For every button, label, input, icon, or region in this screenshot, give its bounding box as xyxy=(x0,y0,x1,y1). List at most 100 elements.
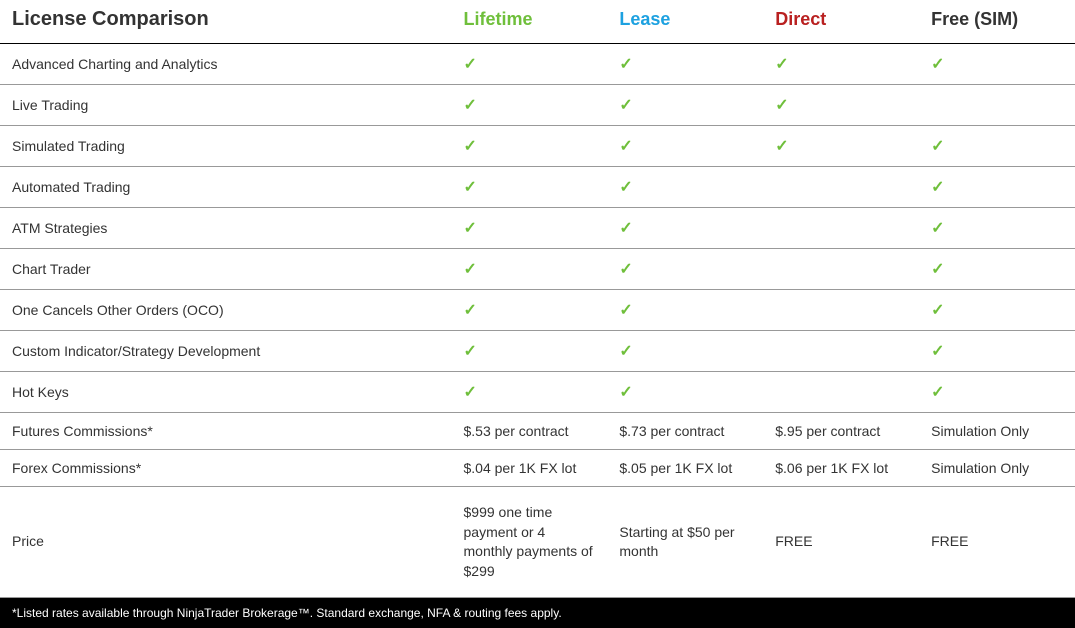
col-header-free: Free (SIM) xyxy=(919,0,1075,44)
table-row: Advanced Charting and Analytics✓✓✓✓ xyxy=(0,44,1075,85)
cell: ✓ xyxy=(919,249,1075,290)
check-icon: ✓ xyxy=(931,384,944,401)
check-icon: ✓ xyxy=(619,261,632,278)
check-icon: ✓ xyxy=(931,302,944,319)
check-icon: ✓ xyxy=(931,343,944,360)
cell: FREE xyxy=(919,487,1075,598)
feature-label: Live Trading xyxy=(0,85,452,126)
table-row: Custom Indicator/Strategy Development ✓ ✓ ✓ xyxy=(0,331,1075,372)
check-icon: ✓ xyxy=(464,220,477,237)
cell: ✓ xyxy=(452,290,608,331)
feature-label: Simulated Trading xyxy=(0,126,452,167)
cell: ✓ xyxy=(452,372,608,413)
cell: ✓ xyxy=(607,372,763,413)
cell: $.04 per 1K FX lot xyxy=(452,450,608,487)
feature-label: One Cancels Other Orders (OCO) xyxy=(0,290,452,331)
check-icon: ✓ xyxy=(619,138,632,155)
cell: ✓ xyxy=(607,331,763,372)
cell: ✓ xyxy=(452,44,608,85)
table-row: One Cancels Other Orders (OCO) ✓ ✓ ✓ xyxy=(0,290,1075,331)
cell: ✓ xyxy=(452,126,608,167)
cell: ✓ xyxy=(452,249,608,290)
cell: $.53 per contract xyxy=(452,413,608,450)
check-icon: ✓ xyxy=(464,343,477,360)
col-header-direct: Direct xyxy=(763,0,919,44)
cell: ✓ xyxy=(763,44,919,85)
check-icon: ✓ xyxy=(775,97,788,114)
table-row: Futures Commissions*$.53 per contract$.7… xyxy=(0,413,1075,450)
cell: ✓ xyxy=(452,85,608,126)
check-icon: ✓ xyxy=(931,179,944,196)
cell: ✓ xyxy=(763,126,919,167)
feature-label: Futures Commissions* xyxy=(0,413,452,450)
check-icon: ✓ xyxy=(931,138,944,155)
cell: ✓ xyxy=(452,331,608,372)
table-row: Price$999 one time payment or 4 monthly … xyxy=(0,487,1075,598)
table-row: Live Trading✓✓✓ xyxy=(0,85,1075,126)
table-row: Automated Trading ✓ ✓ ✓ xyxy=(0,167,1075,208)
check-icon: ✓ xyxy=(464,384,477,401)
check-icon: ✓ xyxy=(931,220,944,237)
cell: $.05 per 1K FX lot xyxy=(607,450,763,487)
cell: ✓ xyxy=(607,126,763,167)
cell: ✓ xyxy=(919,44,1075,85)
cell: ✓ xyxy=(607,44,763,85)
cell: ✓ xyxy=(607,249,763,290)
feature-label: Advanced Charting and Analytics xyxy=(0,44,452,85)
check-icon: ✓ xyxy=(775,138,788,155)
check-icon: ✓ xyxy=(619,302,632,319)
feature-label: Chart Trader xyxy=(0,249,452,290)
check-icon: ✓ xyxy=(619,56,632,73)
check-icon: ✓ xyxy=(464,261,477,278)
cell: FREE xyxy=(763,487,919,598)
table-row: Forex Commissions*$.04 per 1K FX lot$.05… xyxy=(0,450,1075,487)
check-icon: ✓ xyxy=(464,179,477,196)
cell xyxy=(763,208,919,249)
comparison-table: License Comparison Lifetime Lease Direct… xyxy=(0,0,1075,598)
cell: ✓ xyxy=(607,290,763,331)
cell xyxy=(919,85,1075,126)
cell xyxy=(763,290,919,331)
cell: Simulation Only xyxy=(919,450,1075,487)
cell: Starting at $50 per month xyxy=(607,487,763,598)
feature-label: Price xyxy=(0,487,452,598)
table-row: Simulated Trading ✓ ✓ ✓ ✓ xyxy=(0,126,1075,167)
footnote: *Listed rates available through NinjaTra… xyxy=(0,598,1075,628)
cell: ✓ xyxy=(763,85,919,126)
cell: Simulation Only xyxy=(919,413,1075,450)
check-icon: ✓ xyxy=(931,56,944,73)
check-icon: ✓ xyxy=(464,302,477,319)
feature-label: Automated Trading xyxy=(0,167,452,208)
check-icon: ✓ xyxy=(775,56,788,73)
feature-label: Hot Keys xyxy=(0,372,452,413)
cell xyxy=(763,249,919,290)
check-icon: ✓ xyxy=(619,384,632,401)
feature-label: Forex Commissions* xyxy=(0,450,452,487)
cell xyxy=(763,331,919,372)
table-row: Hot Keys ✓ ✓ ✓ xyxy=(0,372,1075,413)
cell: ✓ xyxy=(919,331,1075,372)
feature-label: Custom Indicator/Strategy Development xyxy=(0,331,452,372)
cell: ✓ xyxy=(452,208,608,249)
check-icon: ✓ xyxy=(619,97,632,114)
feature-label: ATM Strategies xyxy=(0,208,452,249)
table-row: Chart Trader ✓ ✓ ✓ xyxy=(0,249,1075,290)
table-row: ATM Strategies ✓ ✓ ✓ xyxy=(0,208,1075,249)
cell: ✓ xyxy=(607,167,763,208)
cell: $.73 per contract xyxy=(607,413,763,450)
cell: $.06 per 1K FX lot xyxy=(763,450,919,487)
check-icon: ✓ xyxy=(619,343,632,360)
check-icon: ✓ xyxy=(619,179,632,196)
check-icon: ✓ xyxy=(931,261,944,278)
cell: ✓ xyxy=(919,167,1075,208)
cell: ✓ xyxy=(607,85,763,126)
cell xyxy=(763,167,919,208)
cell: ✓ xyxy=(919,372,1075,413)
cell: ✓ xyxy=(919,208,1075,249)
cell xyxy=(763,372,919,413)
check-icon: ✓ xyxy=(619,220,632,237)
col-header-lease: Lease xyxy=(607,0,763,44)
cell: ✓ xyxy=(919,290,1075,331)
table-header-row: License Comparison Lifetime Lease Direct… xyxy=(0,0,1075,44)
check-icon: ✓ xyxy=(464,138,477,155)
